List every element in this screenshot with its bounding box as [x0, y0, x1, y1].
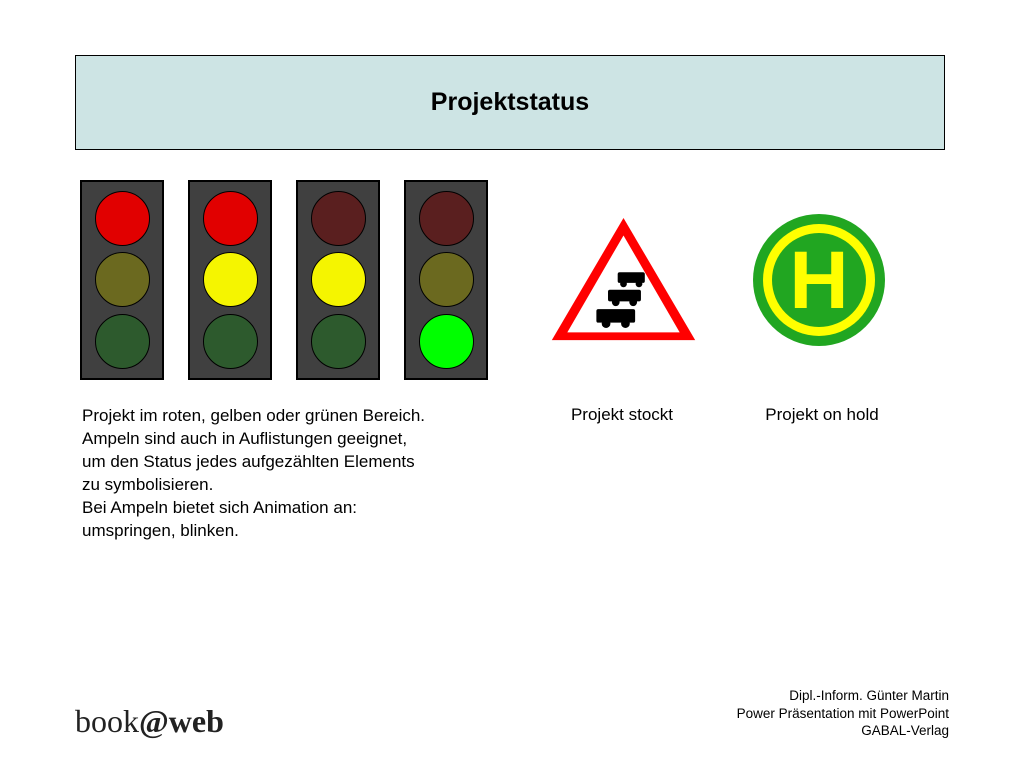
light-red-off	[419, 191, 474, 246]
traffic-light-red-yellow	[188, 180, 272, 380]
light-yellow-on	[311, 252, 366, 307]
logo-web: web	[169, 703, 224, 739]
light-green-off	[311, 314, 366, 369]
traffic-light-red	[80, 180, 164, 380]
captions-row: Projekt im roten, gelben oder grünen Ber…	[82, 405, 952, 543]
page-title: Projektstatus	[431, 88, 589, 117]
caption-traffic-lights: Projekt im roten, gelben oder grünen Ber…	[82, 405, 522, 543]
light-yellow-off	[419, 252, 474, 307]
caption-on-hold: Projekt on hold	[722, 405, 922, 543]
light-green-on	[419, 314, 474, 369]
light-red-off	[311, 191, 366, 246]
light-green-off	[95, 314, 150, 369]
light-green-off	[203, 314, 258, 369]
traffic-light-yellow	[296, 180, 380, 380]
footer-logo: book@web	[75, 703, 224, 740]
light-red-on	[95, 191, 150, 246]
light-yellow-on	[203, 252, 258, 307]
footer-publisher: GABAL-Verlag	[737, 722, 949, 740]
logo-book: book	[75, 703, 139, 739]
bus-stop-sign: H	[749, 210, 889, 350]
footer-credits: Dipl.-Inform. Günter Martin Power Präsen…	[737, 687, 949, 740]
title-bar: Projektstatus	[75, 55, 945, 150]
footer-author: Dipl.-Inform. Günter Martin	[737, 687, 949, 705]
traffic-light-green	[404, 180, 488, 380]
footer-title: Power Präsentation mit PowerPoint	[737, 705, 949, 723]
warning-traffic-jam-sign	[546, 210, 701, 350]
svg-text:H: H	[789, 235, 848, 326]
light-red-on	[203, 191, 258, 246]
caption-traffic-jam: Projekt stockt	[522, 405, 722, 543]
light-yellow-off	[95, 252, 150, 307]
signs-row: H	[80, 180, 889, 380]
logo-at: @	[139, 703, 169, 739]
